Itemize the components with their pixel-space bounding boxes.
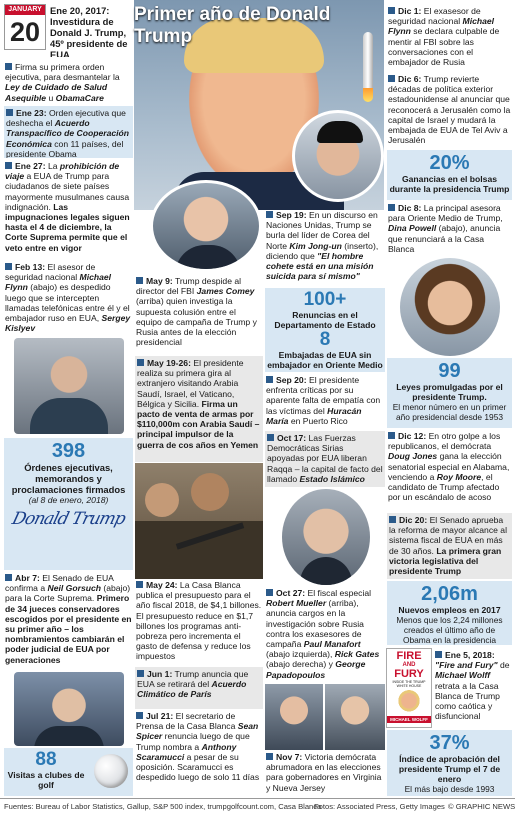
stat-99-number: 99: [438, 360, 461, 382]
event-apr7: Abr 7: El Senado de EUA confirma a Neil …: [5, 573, 132, 665]
bullet-marker-icon: [136, 277, 143, 284]
stat-100-number: 100+: [303, 289, 347, 310]
bullet-marker-icon: [266, 211, 273, 218]
bullet-marker-icon: [6, 109, 13, 116]
stat-88-panel: 88 Visitas a clubes de golf: [4, 748, 133, 796]
event-oct17: Oct 17: Las Fuerzas Democráticas Sirias …: [265, 431, 385, 487]
bullet-marker-icon: [137, 359, 144, 366]
event-may24: May 24: La Casa Blanca publica el presup…: [136, 580, 262, 662]
bullet-marker-icon: [388, 7, 395, 14]
flynn-photo: [14, 338, 124, 434]
comey-photo: [150, 180, 262, 272]
stat-37-note: El más bajo desde 1993: [404, 784, 495, 794]
kim-jong-un-photo: [292, 110, 384, 202]
calendar-day: 20: [9, 17, 41, 47]
event-oct27: Oct 27: El fiscal especial Robert Muelle…: [266, 588, 380, 680]
stat-206-number: 2,06m: [421, 583, 478, 605]
stat-99-note: El menor número en un primer año preside…: [392, 402, 507, 422]
stat-100-label: Renuncias en el Departamento de Estado: [274, 310, 376, 330]
bullet-marker-icon: [137, 670, 144, 677]
dina-powell-photo: [400, 258, 500, 356]
footer: Fuentes: Bureau of Labor Statistics, Gal…: [0, 798, 515, 813]
manafort-photo: [265, 684, 323, 750]
stat-37-panel: 37% Índice de aprobación del presidente …: [387, 730, 512, 796]
bullet-marker-icon: [5, 162, 12, 169]
calendar-month: JANUARY: [5, 5, 45, 15]
stat-398-number: 398: [51, 440, 86, 462]
bullet-marker-icon: [435, 651, 442, 658]
stat-398-label: Órdenes ejecutivas, memorandos y proclam…: [11, 462, 126, 495]
event-sep20: Sep 20: El presidente enfrenta críticas …: [266, 375, 381, 426]
stat-206-label: Nuevos empleos en 2017: [398, 605, 501, 615]
stat-20-label: Ganancias en el bolsas durante la presid…: [389, 174, 510, 194]
footer-sources: Fuentes: Bureau of Labor Statistics, Gal…: [4, 802, 322, 811]
event-dec12: Dic 12: En otro golpe a los republicanos…: [388, 431, 510, 503]
stat-398-note: (al 8 de enero, 2018): [28, 495, 109, 505]
bullet-marker-icon: [388, 75, 395, 82]
stat-88-number: 88: [35, 749, 57, 770]
event-dec6: Dic 6: Trump revierte décadas de polític…: [388, 74, 511, 146]
yemen-photo: [135, 463, 263, 579]
page-title: Primer año de Donald Trump: [134, 4, 331, 47]
bullet-marker-icon: [267, 434, 274, 441]
golf-ball-icon: [94, 754, 128, 788]
bullet-marker-icon: [266, 376, 273, 383]
bullet-marker-icon: [5, 574, 12, 581]
event-sep19: Sep 19: En un discurso en Naciones Unida…: [266, 210, 379, 282]
stat-206-panel: 2,06m Nuevos empleos en 2017 Menos que l…: [387, 581, 512, 645]
stat-37-label: Índice de aprobación del presidente Trum…: [398, 754, 501, 784]
trump-signature: Donald Trump: [9, 509, 128, 529]
stat-100-panel: 100+ Renuncias en el Departamento de Est…: [265, 288, 385, 372]
calendar-icon: JANUARY 20: [4, 4, 46, 50]
event-jan5: Ene 5, 2018: "Fire and Fury" de Michael …: [435, 650, 510, 722]
bullet-marker-icon: [136, 712, 143, 719]
event-jan27: Ene 27: La prohibición de viaje a EUA de…: [5, 161, 130, 253]
bullet-marker-icon: [388, 432, 395, 439]
bullet-marker-icon: [266, 589, 273, 596]
stat-20-number: 20%: [429, 152, 470, 174]
event-feb13: Feb 13: El asesor de seguridad nacional …: [5, 262, 131, 334]
stat-398-panel: 398 Órdenes ejecutivas, memorandos y pro…: [4, 438, 133, 570]
event-may9: May 9: Trump despide al director del FBI…: [136, 276, 257, 348]
stat-37-number: 37%: [429, 732, 470, 754]
bullet-marker-icon: [5, 263, 12, 270]
footer-photos: Fotos: Associated Press, Getty Images: [314, 802, 445, 811]
gates-photo: [325, 684, 385, 750]
stat-20-panel: 20% Ganancias en el bolsas durante la pr…: [387, 150, 512, 200]
stat-88-label: Visitas a clubes de golf: [7, 770, 85, 790]
event-nov7: Nov 7: Victoria demócrata abrumadora en …: [266, 752, 382, 793]
mueller-photo: [282, 489, 370, 585]
bullet-marker-icon: [389, 516, 396, 523]
bullet-marker-icon: [266, 753, 273, 760]
event-jun1: Jun 1: Trump anuncia que EUA se retirará…: [135, 667, 263, 709]
event-jan20-order: Firma su primera orden ejecutiva, para d…: [5, 62, 120, 103]
event-dec20: Dic 20: El Senado aprueba la reforma de …: [387, 513, 512, 579]
bullet-marker-icon: [388, 204, 395, 211]
stat-206-note: Menos que los 2,24 millones creados el ú…: [396, 615, 503, 645]
gorsuch-photo: [14, 672, 124, 746]
event-jan23: Ene 23: Orden ejecutiva que deshecha el …: [4, 106, 133, 158]
event-dec8: Dic 8: La principal asesora para Oriente…: [388, 203, 503, 254]
fire-and-fury-book-cover: FIRE AND FURY INSIDE THE TRUMP WHITE HOU…: [386, 648, 432, 728]
bullet-marker-icon: [5, 63, 12, 70]
rocket-icon: [363, 32, 373, 102]
event-may19: May 19-26: El presidente realiza su prim…: [135, 356, 263, 462]
event-dec1: Dic 1: El exasesor de seguridad nacional…: [388, 6, 500, 68]
stat-8-label: Embajadas de EUA sin embajador en Orient…: [267, 350, 383, 370]
event-jul21: Jul 21: El secretario de Prensa de la Ca…: [136, 711, 260, 783]
event-jan20: Ene 20, 2017: Investidura de Donald J. T…: [50, 5, 128, 57]
stat-99-label: Leyes promulgadas por el presidente Trum…: [396, 382, 503, 402]
stat-99-panel: 99 Leyes promulgadas por el presidente T…: [387, 358, 512, 428]
footer-credit: © GRAPHIC NEWS: [448, 802, 515, 811]
bullet-marker-icon: [136, 581, 143, 588]
stat-8-number: 8: [319, 329, 331, 350]
